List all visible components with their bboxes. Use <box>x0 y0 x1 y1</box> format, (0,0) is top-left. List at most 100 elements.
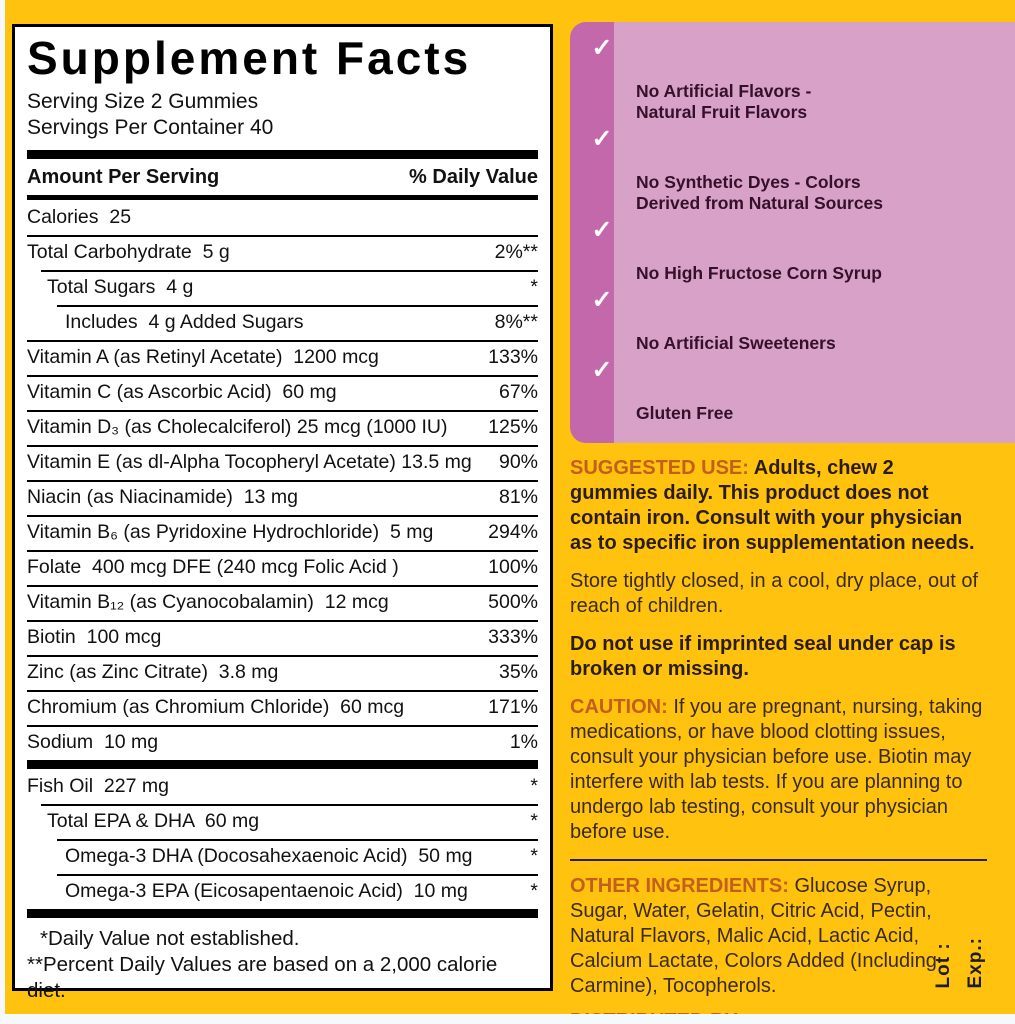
table-row: Total Sugars 4 g * <box>27 269 538 305</box>
other-ingredients-text: Glucose Syrup, Sugar, Water, Gelatin, Ci… <box>570 875 937 997</box>
claim-label: No High Fructose Corn Syrup <box>636 263 882 283</box>
servings-per-container: Servings Per Container 40 <box>27 115 274 139</box>
table-row: Sodium 10 mg 1% <box>27 724 538 760</box>
claim-label: No Artificial Sweeteners <box>636 333 836 353</box>
daily-value: * <box>530 275 538 298</box>
product-label: Supplement Facts Serving Size 2 Gummies … <box>5 0 1015 1014</box>
claim-item: ✓ No High Fructose Corn Syrup <box>592 218 1007 284</box>
daily-value: 1% <box>509 730 538 753</box>
claim-label: Gluten Free <box>636 403 734 423</box>
daily-value: 333% <box>488 625 538 648</box>
nutrient-name: Omega-3 DHA (Docosahexaenoic Acid) 50 mg <box>65 844 473 867</box>
table-row: Chromium (as Chromium Chloride) 60 mcg 17… <box>27 689 538 725</box>
table-row: Vitamin D₃ (as Cholecalciferol) 25 mcg (… <box>27 409 538 445</box>
claim-item: ✓ No Artificial Flavors - Natural Fruit … <box>592 36 1007 123</box>
daily-value: 133% <box>488 345 538 368</box>
daily-value: 35% <box>498 660 538 683</box>
daily-value: 500% <box>488 590 538 613</box>
checkmark-icon: ✓ <box>591 216 613 244</box>
nutrient-name: Sodium 10 mg <box>27 730 159 753</box>
table-row: Total EPA & DHA 60 mg * <box>27 803 538 839</box>
checkmark-icon: ✓ <box>591 34 613 62</box>
daily-value: 2%** <box>494 240 538 263</box>
daily-value: * <box>530 879 538 902</box>
table-row: Biotin 100 mcg 333% <box>27 619 538 655</box>
checkmark-icon: ✓ <box>591 125 613 153</box>
checkmark-icon: ✓ <box>591 356 613 384</box>
daily-value: * <box>530 809 538 832</box>
table-row: Fish Oil 227 mg * <box>27 769 538 804</box>
nutrient-name: Chromium (as Chromium Chloride) 60 mcg <box>27 695 405 718</box>
table-row: Total Carbohydrate 5 g 2%** <box>27 234 538 270</box>
table-row: Calories 25 <box>27 200 538 235</box>
nutrient-name: Vitamin A (as Retinyl Acetate) 1200 mcg <box>27 345 379 368</box>
suggested-use-heading: SUGGESTED USE: <box>570 457 749 479</box>
serving-size: Serving Size 2 Gummies <box>27 89 259 113</box>
suggested-use-text: Adults, chew 2 gummies daily. This produ… <box>570 457 975 554</box>
nutrient-name: Total EPA & DHA 60 mg <box>47 809 260 832</box>
nutrient-table: Calories 25 Total Carbohydrate 5 g 2%** Tot… <box>27 200 538 918</box>
table-row: Vitamin C (as Ascorbic Acid) 60 mg 67% <box>27 374 538 410</box>
other-ingredients-heading: OTHER INGREDIENTS: <box>570 875 789 897</box>
nutrient-name: Omega-3 EPA (Eicosapentaenoic Acid) 10 m… <box>65 879 468 902</box>
other-ingredients-paragraph: OTHER INGREDIENTS: Glucose Syrup, Sugar,… <box>570 874 987 999</box>
supplement-facts-title: Supplement Facts <box>27 32 472 84</box>
divider-thick <box>27 149 538 159</box>
claim-item: ✓ No Artificial Sweeteners <box>592 288 1007 354</box>
table-row: Vitamin E (as dl-Alpha Tocopheryl Acetat… <box>27 444 538 480</box>
nutrient-name: Vitamin E (as dl-Alpha Tocopheryl Acetat… <box>27 450 472 473</box>
daily-value: 8%** <box>494 310 538 333</box>
seal-warning-paragraph: Do not use if imprinted seal under cap i… <box>570 633 956 680</box>
distributed-by-heading: DISTRIBUTED BY: <box>570 1009 987 1014</box>
table-row: Vitamin A (as Retinyl Acetate) 1200 mcg 1… <box>27 339 538 375</box>
nutrient-name: Vitamin B₁₂ (as Cyanocobalamin) 12 mcg <box>27 590 389 613</box>
nutrient-name: Calories 25 <box>27 205 132 228</box>
daily-value-header: % Daily Value <box>409 165 538 188</box>
nutrient-name: Vitamin D₃ (as Cholecalciferol) 25 mcg (… <box>27 415 448 438</box>
right-column: ✓ No Artificial Flavors - Natural Fruit … <box>570 0 1015 1014</box>
claim-item: ✓ Gluten Free <box>592 358 1007 424</box>
supplement-facts-panel: Supplement Facts Serving Size 2 Gummies … <box>12 24 553 1002</box>
nutrient-name: Vitamin C (as Ascorbic Acid) 60 mg <box>27 380 337 403</box>
footnote-percent-dv: **Percent Daily Values are based on a 2,… <box>27 952 498 1002</box>
section-divider <box>570 859 987 861</box>
nutrient-name: Total Sugars 4 g <box>47 275 194 298</box>
nutrient-name: Folate 400 mcg DFE (240 mcg Folic Acid ) <box>27 555 399 578</box>
daily-value: * <box>530 844 538 867</box>
table-row: Vitamin B₆ (as Pyridoxine Hydrochloride)… <box>27 514 538 550</box>
nutrient-name: Vitamin B₆ (as Pyridoxine Hydrochloride)… <box>27 520 434 543</box>
table-row: Omega-3 EPA (Eicosapentaenoic Acid) 10 m… <box>27 873 538 909</box>
nutrient-name: Biotin 100 mcg <box>27 625 162 648</box>
divider-thick <box>27 759 538 769</box>
daily-value: 294% <box>488 520 538 543</box>
suggested-use-paragraph: SUGGESTED USE: Adults, chew 2 gummies da… <box>570 456 987 556</box>
footnotes: *Daily Value not established. **Percent … <box>27 926 538 1004</box>
claim-label: No Synthetic Dyes - Colors Derived from … <box>636 172 884 213</box>
claim-item: ✓ No Synthetic Dyes - Colors Derived fro… <box>592 127 1007 214</box>
lot-label: Lot : <box>933 941 954 988</box>
table-header: Amount Per Serving % Daily Value <box>27 159 538 195</box>
nutrient-name: Zinc (as Zinc Citrate) 3.8 mg <box>27 660 279 683</box>
table-row: Vitamin B₁₂ (as Cyanocobalamin) 12 mcg 50… <box>27 584 538 620</box>
checkmark-icon: ✓ <box>591 286 613 314</box>
daily-value: 81% <box>498 485 538 508</box>
table-row: Omega-3 DHA (Docosahexaenoic Acid) 50 mg… <box>27 838 538 874</box>
nutrient-name: Niacin (as Niacinamide) 13 mg <box>27 485 298 508</box>
table-row: Includes 4 g Added Sugars 8%** <box>27 304 538 340</box>
daily-value: 171% <box>488 695 538 718</box>
nutrient-name: Fish Oil 227 mg <box>27 774 169 797</box>
divider-thick <box>27 908 538 918</box>
divider-medium <box>27 194 538 200</box>
caution-paragraph: CAUTION: If you are pregnant, nursing, t… <box>570 695 987 845</box>
storage-paragraph: Store tightly closed, in a cool, dry pla… <box>570 570 978 617</box>
claim-label: No Artificial Flavors - Natural Fruit Fl… <box>636 81 812 122</box>
daily-value: 90% <box>498 450 538 473</box>
daily-value: 100% <box>488 555 538 578</box>
nutrient-name: Total Carbohydrate 5 g <box>27 240 230 263</box>
exp-label: Exp.: <box>965 936 986 988</box>
claims-box: ✓ No Artificial Flavors - Natural Fruit … <box>570 22 1015 443</box>
lot-exp-block: Lot : Exp.: <box>933 937 987 988</box>
footnote-dv-not-established: *Daily Value not established. <box>40 926 300 950</box>
table-row: Zinc (as Zinc Citrate) 3.8 mg 35% <box>27 654 538 690</box>
nutrient-name: Includes 4 g Added Sugars <box>65 310 304 333</box>
